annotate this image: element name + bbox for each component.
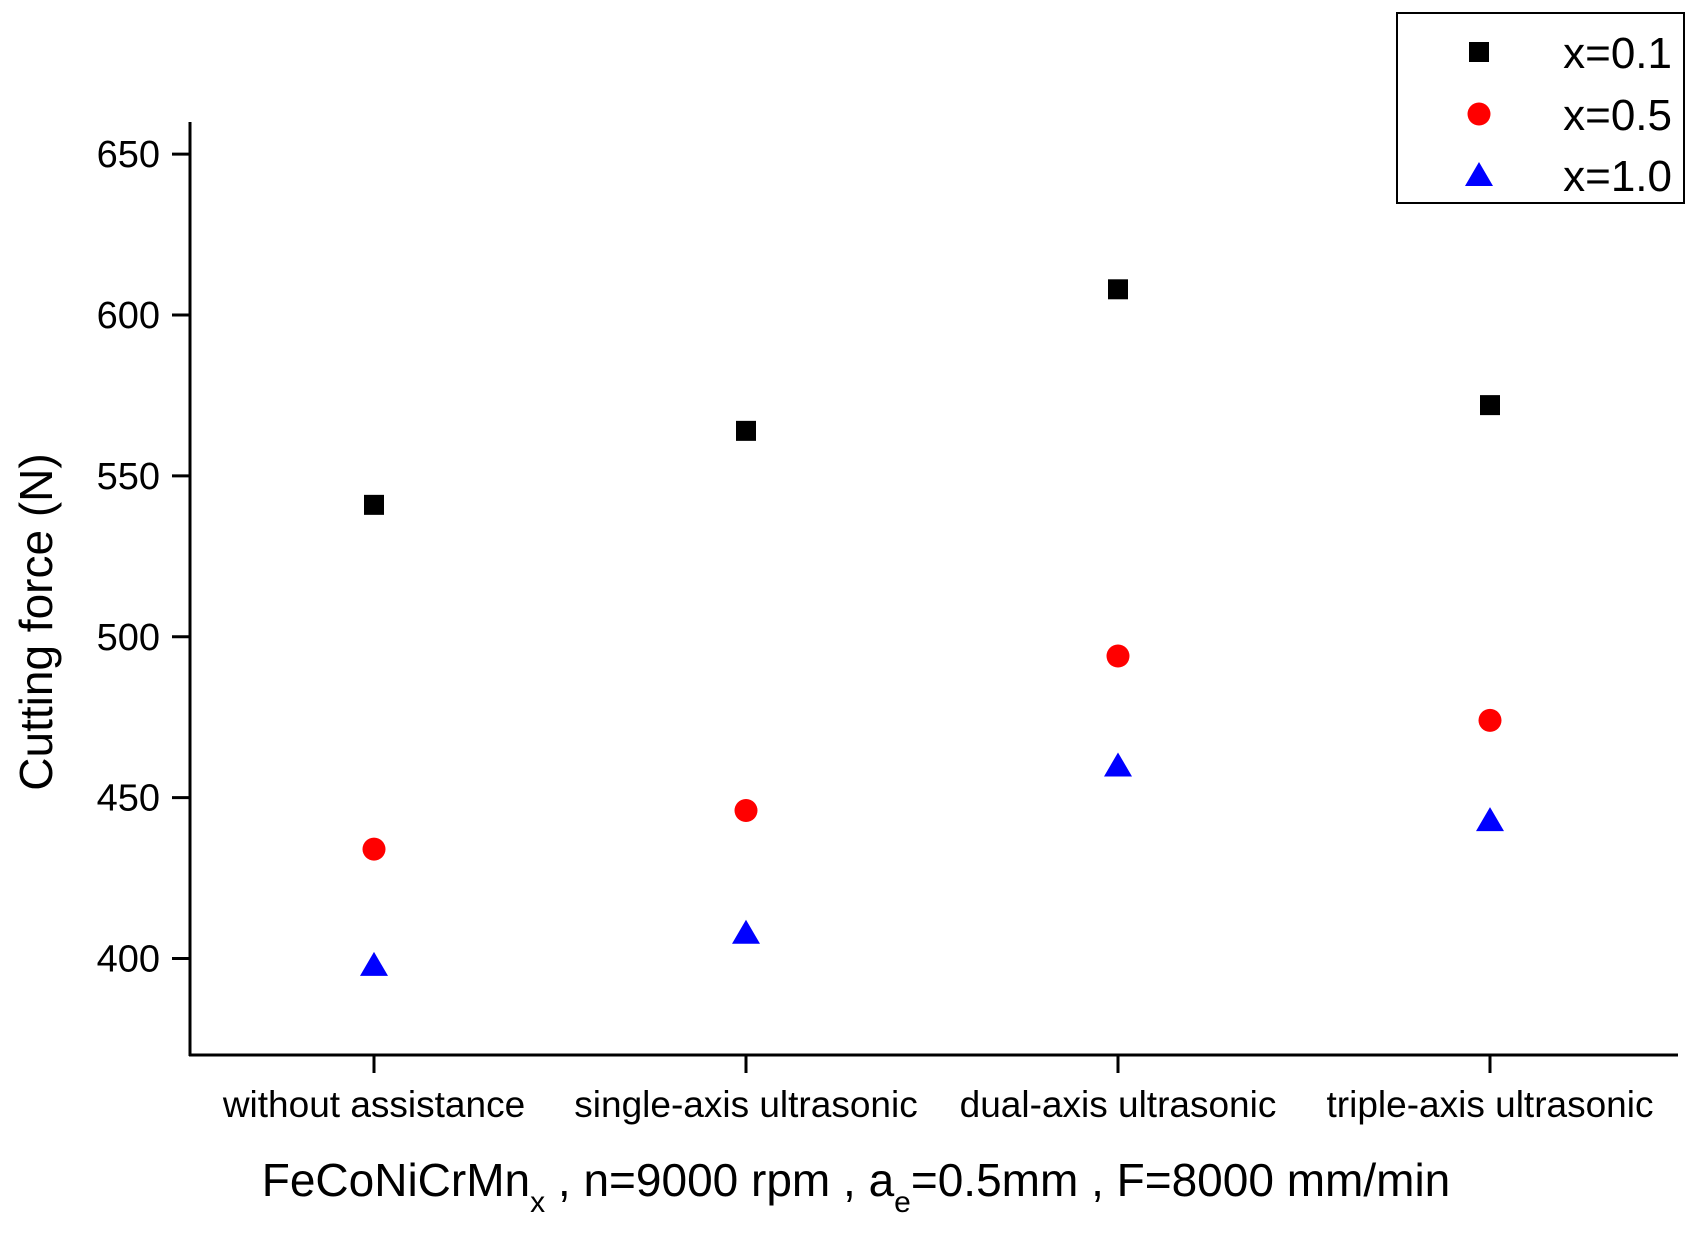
x-axis-title: FeCoNiCrMnx , n=9000 rpm , ae=0.5mm , F=… (262, 1154, 1451, 1219)
data-marks (360, 279, 1504, 976)
legend-label: x=0.5 (1563, 91, 1672, 140)
legend-box (1396, 12, 1685, 204)
data-point-square (364, 494, 384, 515)
y-tick-label: 400 (97, 938, 160, 980)
x-tick-label: without assistance (222, 1084, 525, 1125)
y-tick-label: 600 (97, 295, 160, 337)
data-point-circle (1478, 708, 1502, 732)
x-axis-title-main-sub: x (530, 1186, 545, 1219)
legend-marker-circle (1467, 102, 1491, 126)
data-point-circle (362, 837, 386, 861)
x-tick-label: triple-axis ultrasonic (1327, 1084, 1654, 1125)
data-point-circle (734, 798, 758, 822)
x-axis-title-part2-sub: e (894, 1186, 911, 1219)
x-axis-title-main: FeCoNiCrMn (262, 1154, 530, 1206)
legend-label: x=1.0 (1563, 152, 1672, 201)
legend-label: x=0.1 (1563, 29, 1672, 78)
x-axis-title-part2: , n=9000 rpm , a (545, 1154, 894, 1206)
y-tick-label: 650 (97, 134, 160, 176)
y-axis-title: Cutting force (N) (10, 453, 62, 790)
y-tick-label: 500 (97, 617, 160, 659)
x-tick-label: single-axis ultrasonic (574, 1084, 917, 1125)
data-point-square (1108, 279, 1128, 300)
x-tick-label: dual-axis ultrasonic (960, 1084, 1277, 1125)
y-tick-label: 550 (97, 456, 160, 498)
data-point-square (736, 420, 756, 441)
x-ticks: without assistance single-axis ultrasonic… (222, 1055, 1654, 1125)
x-axis-title-part3: =0.5mm , F=8000 mm/min (911, 1154, 1450, 1206)
data-point-triangle (1104, 752, 1132, 777)
data-point-triangle (360, 951, 388, 976)
data-point-square (1480, 395, 1500, 416)
data-point-triangle (732, 919, 760, 944)
data-point-circle (1106, 644, 1130, 668)
axes (188, 122, 1678, 1057)
legend-marker-square (1469, 42, 1489, 62)
legend-marker-triangle (1465, 162, 1493, 186)
legend: x=0.1 x=0.5 x=1.0 (1396, 12, 1685, 204)
data-point-triangle (1476, 807, 1504, 832)
y-ticks: 400 450 500 550 600 650 (97, 134, 190, 980)
y-tick-label: 450 (97, 778, 160, 820)
